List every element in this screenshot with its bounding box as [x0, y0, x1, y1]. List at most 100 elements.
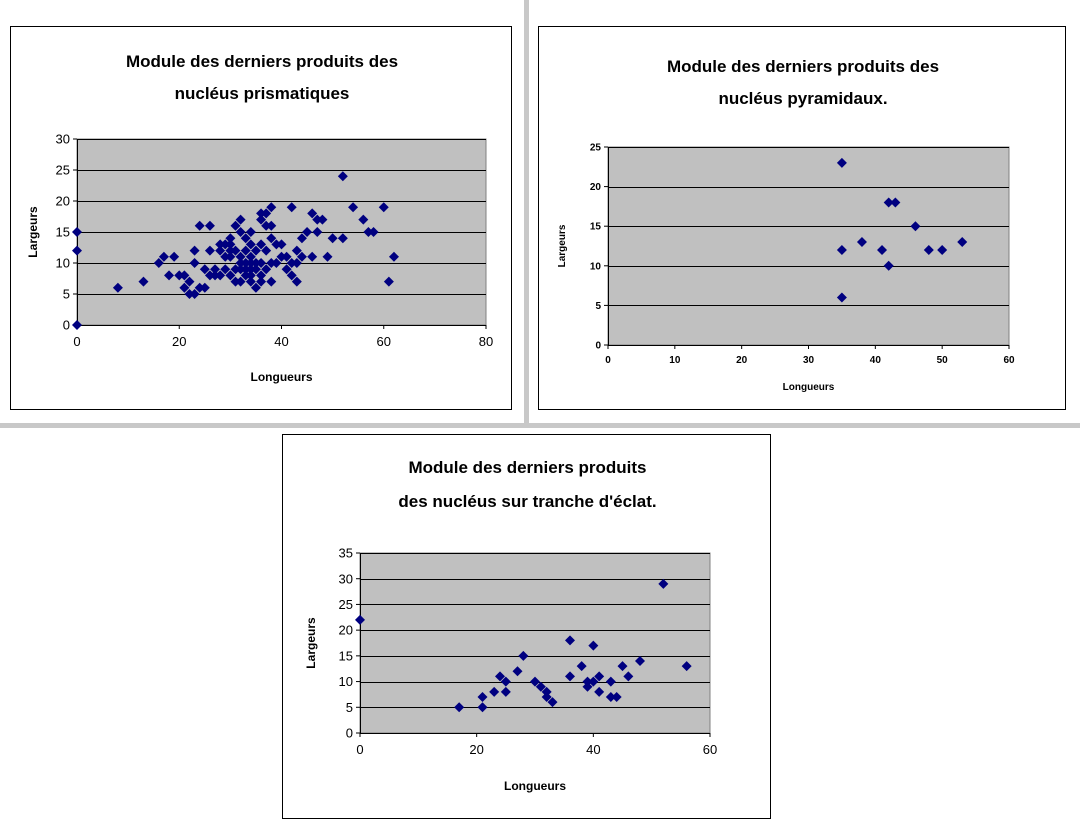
- data-point: [378, 202, 389, 213]
- data-point: [477, 692, 488, 702]
- data-point: [245, 239, 256, 250]
- data-point: [388, 251, 399, 262]
- data-point: [266, 258, 277, 268]
- data-point: [199, 282, 210, 293]
- x-axis-label: Longueurs: [251, 370, 313, 384]
- y-axis-label: Largeurs: [557, 224, 568, 267]
- data-point: [245, 258, 256, 268]
- data-point: [235, 276, 246, 287]
- data-point: [266, 233, 277, 244]
- chart-panel-tranche-eclat: Module des derniers produits des nucléus …: [282, 434, 771, 819]
- data-point: [72, 320, 82, 330]
- data-point: [158, 251, 169, 262]
- chart-title-line-1: Module des derniers produits: [408, 458, 646, 477]
- data-point: [322, 251, 333, 262]
- y-tick-label: 30: [339, 571, 353, 586]
- x-tick-label: 20: [469, 742, 483, 757]
- data-point: [291, 276, 302, 287]
- y-axis-label: Largeurs: [304, 617, 318, 669]
- data-point: [890, 197, 901, 208]
- data-point: [189, 245, 200, 256]
- data-point: [184, 289, 195, 299]
- data-point: [368, 227, 379, 237]
- data-point: [245, 276, 256, 287]
- x-axis-label: Longueurs: [783, 382, 835, 393]
- data-point: [291, 245, 302, 256]
- data-point: [250, 264, 261, 275]
- data-point: [72, 227, 82, 237]
- data-point: [327, 233, 338, 244]
- data-point: [500, 686, 511, 697]
- data-point: [276, 251, 287, 262]
- data-point: [225, 239, 236, 250]
- data-point: [256, 214, 267, 225]
- plot-area: [607, 146, 1010, 346]
- x-tick-label: 20: [736, 355, 748, 366]
- chart-panel-pyramidaux: Module des derniers produits des nucléus …: [538, 26, 1066, 410]
- x-tick-label: 30: [803, 355, 815, 366]
- data-point: [623, 671, 634, 682]
- x-tick-label: 60: [703, 742, 717, 757]
- data-point: [836, 157, 847, 168]
- data-point: [169, 251, 180, 262]
- data-point: [489, 686, 500, 697]
- data-point: [72, 245, 82, 256]
- data-point: [250, 258, 261, 268]
- data-point: [210, 270, 221, 281]
- x-tick-label: 20: [172, 334, 186, 349]
- chart-panel-prismatiques: Module des derniers produits des nucléus …: [10, 26, 512, 410]
- x-tick-label: 40: [586, 742, 600, 757]
- data-point: [194, 282, 205, 293]
- data-point: [363, 227, 374, 237]
- data-point: [261, 208, 272, 219]
- data-point: [266, 202, 277, 213]
- data-point: [337, 171, 348, 182]
- data-point: [240, 270, 251, 281]
- data-point: [215, 239, 226, 250]
- data-point: [261, 264, 272, 275]
- data-point: [307, 251, 318, 262]
- y-tick-label: 25: [56, 163, 70, 178]
- data-point: [500, 676, 511, 687]
- data-point: [245, 227, 256, 237]
- x-tick-label: 0: [73, 334, 80, 349]
- scatter-chart-tranche-eclat: Module des derniers produits des nucléus …: [304, 458, 717, 793]
- data-point: [245, 270, 256, 281]
- data-point: [261, 220, 272, 231]
- x-tick-label: 40: [870, 355, 882, 366]
- data-point: [635, 656, 645, 666]
- data-point: [189, 289, 200, 299]
- data-point: [225, 233, 236, 244]
- data-point: [286, 258, 297, 268]
- data-point: [541, 686, 552, 697]
- data-point: [220, 251, 231, 262]
- chart-title-line-2: des nucléus sur tranche d'éclat.: [398, 492, 656, 511]
- data-point: [923, 244, 934, 255]
- data-point: [174, 270, 185, 281]
- data-point: [582, 681, 593, 692]
- data-point: [348, 202, 359, 213]
- data-point: [230, 264, 241, 275]
- data-point: [276, 239, 287, 250]
- data-point: [250, 245, 261, 256]
- data-point: [271, 258, 282, 268]
- data-point: [337, 233, 348, 244]
- data-point: [302, 227, 313, 237]
- data-point: [286, 270, 297, 281]
- data-point: [281, 251, 292, 262]
- y-tick-label: 0: [595, 341, 601, 352]
- data-point: [225, 270, 236, 281]
- data-point: [312, 227, 323, 237]
- data-point: [937, 244, 948, 255]
- data-point: [240, 245, 251, 256]
- y-axis-label: Largeurs: [26, 206, 40, 258]
- data-point: [240, 233, 251, 244]
- x-tick-label: 50: [937, 355, 949, 366]
- data-point: [565, 635, 575, 646]
- data-point: [184, 276, 195, 287]
- y-tick-label: 25: [339, 597, 353, 612]
- y-tick-label: 35: [339, 546, 353, 561]
- data-point: [245, 264, 256, 275]
- x-tick-label: 10: [669, 355, 681, 366]
- data-point: [856, 237, 867, 248]
